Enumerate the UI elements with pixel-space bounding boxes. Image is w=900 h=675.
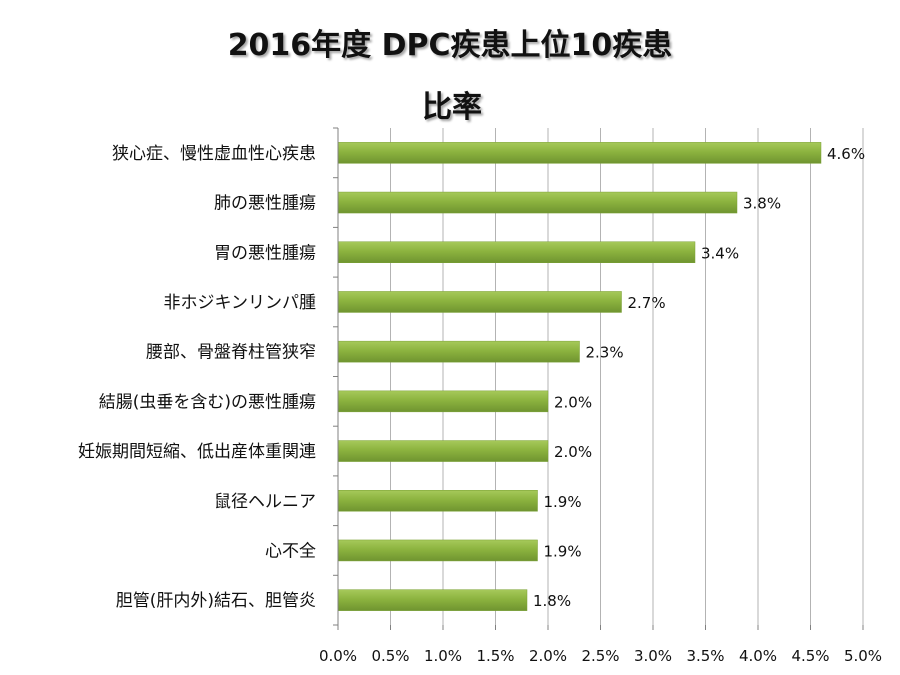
bar	[337, 191, 738, 214]
x-tick-label: 4.5%	[791, 647, 829, 665]
x-tick-label: 3.0%	[634, 647, 672, 665]
chart-subtitle: 比率	[422, 90, 482, 125]
axes	[333, 127, 864, 630]
bar	[337, 340, 580, 363]
bar	[337, 390, 549, 413]
category-label: 肺の悪性腫瘍	[214, 194, 316, 214]
data-label: 1.9%	[544, 493, 582, 511]
data-label: 4.6%	[827, 145, 865, 163]
category-label: 狭心症、慢性虚血性心疾患	[112, 143, 316, 164]
category-label: 非ホジキンリンパ腫	[164, 293, 317, 313]
category-label: 妊娠期間短縮、低出産体重関連	[78, 442, 316, 462]
bar	[337, 490, 538, 512]
category-label: 心不全	[265, 541, 316, 561]
data-label: 2.7%	[628, 294, 666, 312]
x-tick-label: 2.5%	[581, 647, 619, 665]
x-tick-label: 0.5%	[371, 647, 409, 665]
x-tick-label: 2.0%	[529, 647, 567, 665]
bar	[337, 291, 622, 313]
category-label: 胃の悪性腫瘍	[214, 243, 316, 263]
category-label: 結腸(虫垂を含む)の悪性腫瘍	[99, 392, 316, 412]
bar	[337, 142, 822, 164]
bar	[337, 241, 696, 263]
category-label: 腰部、骨盤脊柱管狭窄	[146, 343, 316, 363]
data-label: 1.9%	[544, 542, 582, 560]
data-label: 3.4%	[701, 244, 739, 262]
bars	[337, 142, 822, 611]
labels: 0.0% 0.5% 1.0% 1.5% 2.0% 2.5% 3.0% 3.5% 4.0% 4.5%…	[78, 143, 882, 665]
data-label: 1.8%	[533, 592, 571, 610]
data-label: 2.0%	[554, 393, 592, 411]
category-label: 鼠径ヘルニア	[214, 492, 316, 512]
bar	[337, 539, 538, 562]
category-label: 胆管(肝内外)結石、胆管炎	[116, 591, 316, 611]
x-tick-label: 1.5%	[476, 647, 514, 665]
x-tick-label: 4.0%	[739, 647, 777, 665]
chart-title: 2016年度 DPC疾患上位10疾患	[227, 28, 673, 63]
x-tick-label: 0.0%	[319, 647, 357, 665]
bar	[337, 440, 549, 462]
bar	[337, 589, 528, 611]
data-label: 2.0%	[554, 443, 592, 461]
data-label: 3.8%	[743, 195, 781, 213]
x-tick-label: 5.0%	[844, 647, 882, 665]
x-tick-label: 3.5%	[686, 647, 724, 665]
data-label: 2.3%	[586, 344, 624, 362]
x-tick-label: 1.0%	[424, 647, 462, 665]
